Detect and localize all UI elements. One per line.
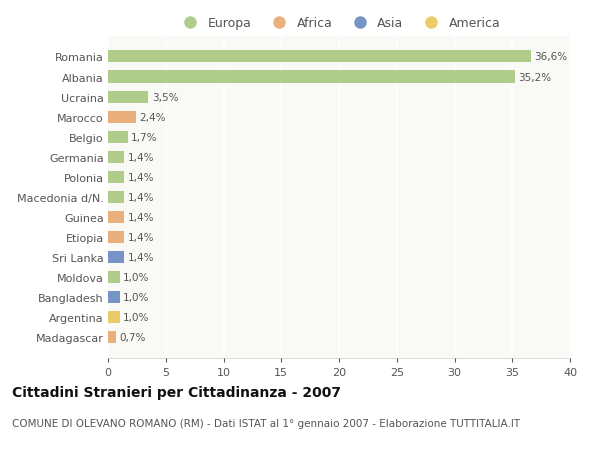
- Bar: [108, 311, 119, 324]
- Bar: [108, 291, 119, 303]
- Bar: [108, 51, 531, 63]
- Text: Cittadini Stranieri per Cittadinanza - 2007: Cittadini Stranieri per Cittadinanza - 2…: [12, 386, 341, 399]
- Text: COMUNE DI OLEVANO ROMANO (RM) - Dati ISTAT al 1° gennaio 2007 - Elaborazione TUT: COMUNE DI OLEVANO ROMANO (RM) - Dati IST…: [12, 418, 520, 428]
- Bar: [108, 112, 136, 123]
- Text: 1,0%: 1,0%: [123, 272, 149, 282]
- Text: 2,4%: 2,4%: [139, 112, 166, 123]
- Bar: [108, 131, 128, 143]
- Legend: Europa, Africa, Asia, America: Europa, Africa, Asia, America: [178, 17, 500, 30]
- Bar: [108, 191, 124, 203]
- Text: 1,4%: 1,4%: [128, 173, 154, 182]
- Text: 1,0%: 1,0%: [123, 313, 149, 322]
- Bar: [108, 252, 124, 263]
- Text: 1,4%: 1,4%: [128, 192, 154, 202]
- Bar: [108, 231, 124, 243]
- Bar: [108, 91, 148, 103]
- Text: 3,5%: 3,5%: [152, 92, 178, 102]
- Text: 35,2%: 35,2%: [518, 73, 551, 82]
- Text: 1,4%: 1,4%: [128, 213, 154, 222]
- Bar: [108, 271, 119, 283]
- Text: 1,0%: 1,0%: [123, 292, 149, 302]
- Text: 0,7%: 0,7%: [119, 332, 146, 342]
- Text: 36,6%: 36,6%: [534, 52, 568, 62]
- Text: 1,4%: 1,4%: [128, 152, 154, 162]
- Bar: [108, 171, 124, 183]
- Bar: [108, 151, 124, 163]
- Text: 1,7%: 1,7%: [131, 132, 158, 142]
- Text: 1,4%: 1,4%: [128, 252, 154, 263]
- Bar: [108, 212, 124, 224]
- Bar: [108, 71, 515, 84]
- Text: 1,4%: 1,4%: [128, 232, 154, 242]
- Bar: [108, 331, 116, 343]
